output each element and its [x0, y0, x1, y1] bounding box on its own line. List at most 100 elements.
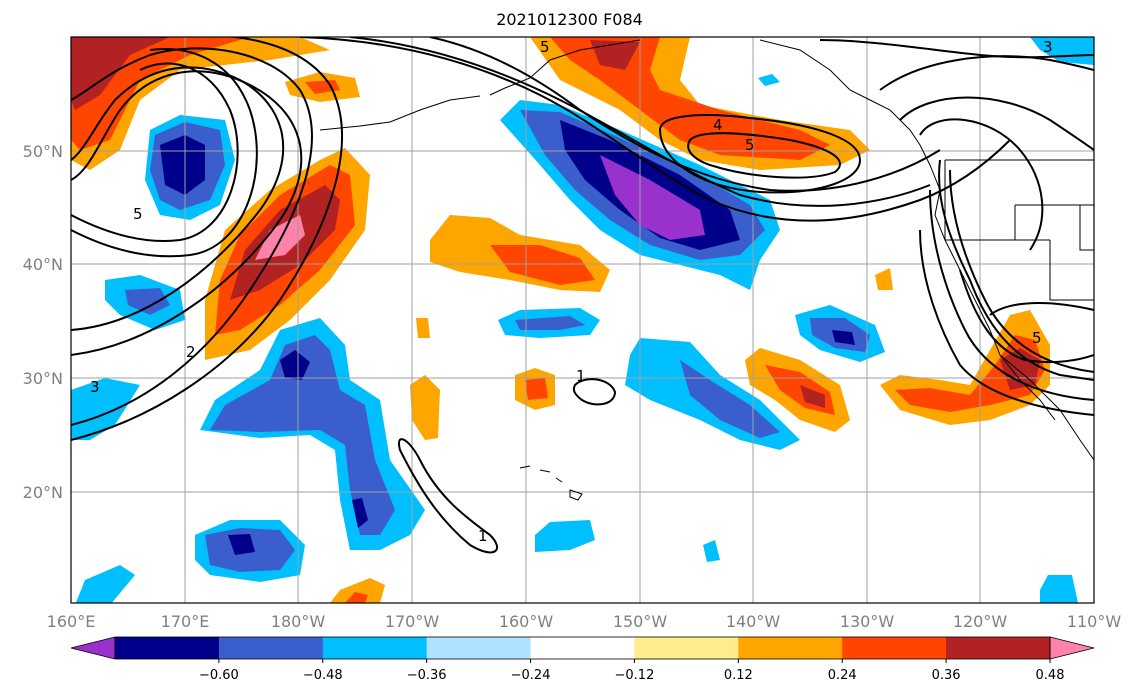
negative-anomaly-small-7 [1030, 37, 1094, 65]
lat-label: 50°N [23, 142, 63, 161]
lat-label: 20°N [23, 483, 63, 502]
contour-6 [71, 48, 258, 258]
colorbar-tick-label: 0.48 [1036, 668, 1065, 683]
positive-anomaly-topleft-max [71, 37, 170, 110]
lon-label: 180°W [271, 612, 326, 631]
positive-anomaly-east-subtropic-max [800, 385, 825, 408]
lon-label: 130°W [840, 612, 895, 631]
positive-anomaly-small-top-core [305, 80, 340, 94]
contour-label-9: 3 [1043, 38, 1053, 56]
colorbar-segment [634, 637, 739, 659]
contour-label-7: 1 [576, 367, 586, 385]
contour-label-1: 5 [133, 205, 143, 223]
negative-anomaly-subtropical-deep1 [280, 350, 310, 380]
negative-anomaly-subtropical-deep2 [352, 498, 368, 528]
contour-15 [819, 39, 1094, 59]
contour-2 [71, 66, 285, 331]
contour-11 [687, 132, 841, 179]
positive-anomaly-midlatitude-core [490, 245, 595, 285]
positive-anomaly-small-2-core [525, 378, 548, 400]
negative-anomaly-small-1-deep [228, 534, 255, 555]
colorbar-tick-label: 0.24 [828, 668, 857, 683]
positive-anomaly-bottom-core [345, 592, 368, 603]
coastlines [319, 39, 1094, 501]
colorbar-tick-label: −0.36 [407, 668, 447, 683]
contour-4 [71, 37, 343, 441]
latitude-labels: 50°N 40°N 30°N 20°N [23, 142, 63, 502]
colorbar-segment [842, 637, 947, 659]
lon-label: 160°W [499, 612, 554, 631]
north-america-coast [759, 39, 1094, 461]
contour-3 [71, 47, 313, 426]
height-contours [71, 37, 1094, 554]
chart-title: 2021012300 F084 [496, 10, 643, 29]
contour-label-10: 5 [1032, 329, 1042, 347]
longitude-labels: 160°E 170°E 180°W 170°W 160°W 150°W 140°… [47, 612, 1122, 631]
negative-anomaly-small-6 [1040, 575, 1078, 603]
colorbar-segment [218, 637, 324, 659]
contour-label-3: 5 [745, 136, 755, 154]
colorbar-tick-label: −0.24 [511, 668, 551, 683]
negative-anomaly-small-5-core [125, 288, 170, 315]
lon-label: 150°W [613, 612, 668, 631]
contour-labels: 5 4 5 5 2 3 1 1 3 5 [90, 38, 1053, 545]
lon-label: 170°E [161, 612, 210, 631]
positive-anomaly-topcenter-max [590, 40, 640, 70]
colorbar-tick-label: −0.60 [199, 668, 239, 683]
contour-label-5: 2 [186, 343, 196, 361]
negative-anomaly-left-deep [160, 135, 205, 195]
contour-12 [919, 118, 1044, 251]
colorbar-tick-label: 0.12 [724, 668, 753, 683]
negative-anomaly-small-8 [703, 540, 720, 562]
contour-9 [429, 37, 941, 192]
negative-anomaly-offshore-deep [832, 330, 855, 345]
contour-10 [658, 114, 862, 194]
contour-5 [71, 62, 239, 242]
contour-23 [572, 378, 617, 406]
colorbar-segment [530, 637, 635, 659]
contour-label-2: 4 [713, 116, 723, 134]
colorbar: −0.60 −0.48 −0.36 −0.24 −0.12 0.12 0.24 0.36 0.4… [70, 636, 1095, 683]
colorbar-segment [946, 637, 1051, 659]
colorbar-tick-label: 0.36 [932, 668, 961, 683]
colorbar-tick-label: −0.48 [303, 668, 343, 683]
contour-1 [71, 70, 303, 356]
contour-17 [949, 169, 1094, 373]
lat-label: 30°N [23, 369, 63, 388]
contour-label-4: 5 [540, 38, 550, 56]
colorbar-segment [322, 637, 428, 659]
colorbar-border [114, 636, 1051, 660]
lon-label: 110°W [1067, 612, 1122, 631]
lon-label: 140°W [726, 612, 781, 631]
map-border [70, 36, 1095, 604]
colorbar-segment [426, 637, 532, 659]
negative-anomaly-small-3 [75, 565, 135, 603]
contour-label-6: 3 [90, 378, 100, 396]
lat-label: 40°N [23, 255, 63, 274]
contour-7 [299, 37, 1011, 222]
alaska-coast [319, 39, 641, 131]
negative-anomaly-small-9 [758, 74, 780, 86]
lon-label: 170°W [385, 612, 440, 631]
positive-anomaly-california-core [895, 335, 1045, 412]
positive-anomaly-ridge-peak [255, 215, 305, 260]
us-borders [944, 159, 1094, 301]
colorbar-segment [115, 637, 220, 659]
colorbar-extend-min [70, 636, 116, 660]
contour-18 [929, 189, 1094, 401]
colorbar-extend-max [1049, 636, 1095, 660]
positive-anomaly-small-1 [410, 375, 440, 440]
negative-anomaly-center-max [600, 155, 705, 240]
contour-21 [989, 302, 1094, 316]
colorbar-segment [738, 637, 843, 659]
hawaii [519, 465, 583, 501]
contour-22 [398, 438, 499, 554]
colorbar-tick-label: −0.12 [615, 668, 655, 683]
contour-19 [919, 229, 1094, 416]
shaded-field [71, 37, 1094, 603]
contour-label-8: 1 [478, 527, 488, 545]
contour-13 [899, 96, 1094, 151]
lon-label: 120°W [953, 612, 1008, 631]
negative-anomaly-small-4 [71, 378, 140, 440]
